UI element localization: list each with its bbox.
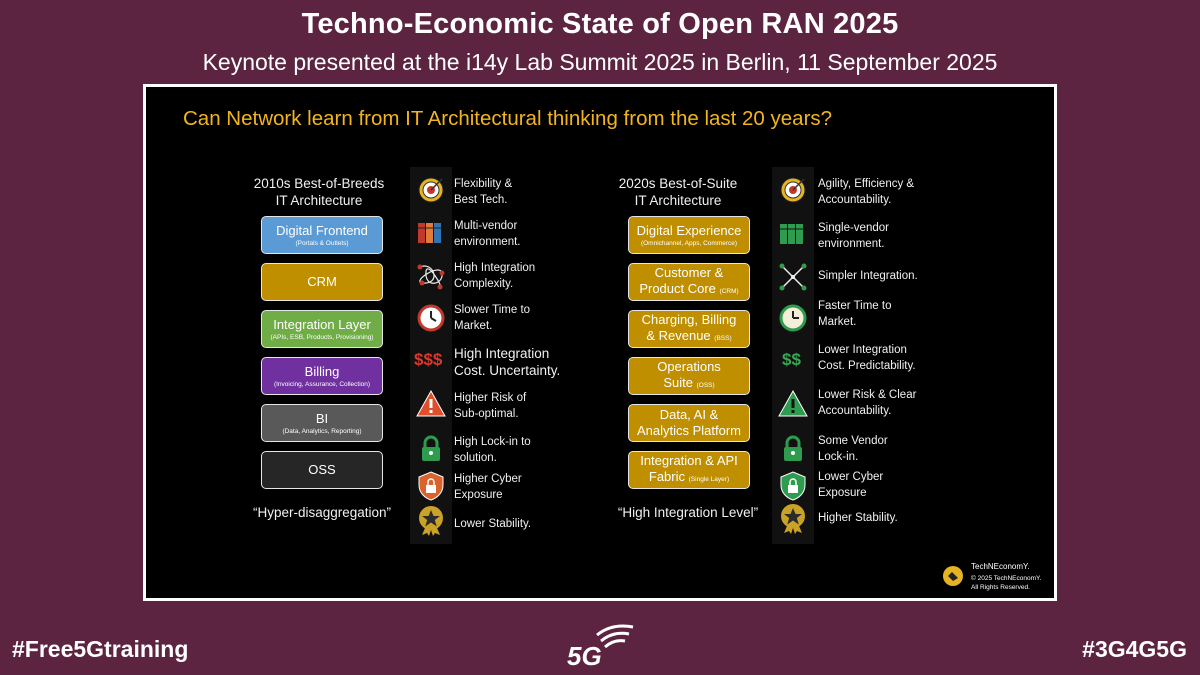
- box-title: Customer &: [654, 264, 724, 280]
- box-title-line2: Fabric (Single Layer): [648, 468, 730, 484]
- hashtag-3g4g5g: #3G4G5G: [1082, 636, 1187, 662]
- shield-lock-icon: [780, 471, 806, 501]
- box-subtitle: (APIs, ESB, Products, Provisioning): [270, 333, 374, 341]
- header-subtitle: Keynote presented at the i14y Lab Summit…: [202, 49, 998, 75]
- left-column-heading: 2010s Best-of-Breeds IT Architecture: [244, 175, 394, 209]
- hashtag-free5gtraining: #Free5Gtraining: [12, 636, 189, 662]
- 5g-logo-text: 5G: [567, 641, 602, 667]
- left-item-cyber: Higher Cyber Exposure: [454, 473, 522, 501]
- dollar-icon: $$$: [414, 350, 443, 369]
- books-icon: [418, 223, 441, 243]
- clock-icon: [417, 304, 445, 332]
- slide-question: Can Network learn from IT Architectural …: [183, 107, 833, 130]
- box-title-line2: Product Core (CRM): [639, 280, 739, 296]
- right-item-cyber: Lower Cyber Exposure: [818, 471, 884, 499]
- box-title: CRM: [307, 274, 337, 289]
- shield-lock-icon: [418, 471, 444, 501]
- box-title-line2: Analytics Platform: [636, 423, 742, 438]
- header-title: Techno-Economic State of Open RAN 2025: [301, 8, 899, 40]
- left-item-stability: Lower Stability.: [454, 518, 532, 530]
- left-item-integration-cost: High Integration Cost. Uncertainty.: [454, 346, 561, 378]
- box-title: Operations: [657, 358, 721, 374]
- left-heading-line2: IT Architecture: [275, 193, 363, 208]
- right-item-lockin: Some Vendor Lock-in.: [818, 435, 888, 463]
- logo-copyright: © 2025 TechNEconomY. All Rights Reserved…: [971, 575, 1042, 591]
- left-item-multivendor: Multi-vendor environment.: [454, 220, 521, 248]
- box-subtitle: (Data, Analytics, Reporting): [282, 427, 362, 435]
- box-crm: CRM: [261, 263, 383, 301]
- left-item-lockin: High Lock-in to solution.: [454, 436, 531, 464]
- box-subtitle: (Portals & Outlets): [295, 239, 349, 247]
- box-digital-experience: Digital Experience (Omnichannel, Apps, C…: [628, 216, 750, 254]
- technEconomy-mark-icon: [943, 566, 963, 586]
- right-quote: “High Integration Level”: [617, 505, 759, 520]
- box-integration-api-fabric: Integration & API Fabric (Single Layer): [628, 451, 750, 489]
- right-item-single-vendor: Single-vendor environment.: [818, 222, 889, 250]
- box-title: Billing: [304, 363, 340, 379]
- box-billing: Billing (Invoicing, Assurance, Collectio…: [261, 357, 383, 395]
- warning-icon: [416, 389, 446, 417]
- box-bi: BI (Data, Analytics, Reporting): [261, 404, 383, 442]
- box-integration-layer: Integration Layer (APIs, ESB, Products, …: [261, 310, 383, 348]
- target-icon: [780, 177, 806, 203]
- books-icon: [780, 224, 803, 244]
- box-title: Integration Layer: [273, 316, 371, 332]
- box-title: Digital Experience: [636, 222, 742, 238]
- right-heading-line2: IT Architecture: [634, 193, 722, 208]
- left-quote: “Hyper-disaggregation”: [252, 505, 392, 520]
- right-item-stability: Higher Stability.: [818, 512, 898, 524]
- 5g-logo-icon: 5G: [567, 624, 634, 667]
- right-item-simpler-integration: Simpler Integration.: [818, 270, 918, 282]
- right-column-heading: 2020s Best-of-Suite IT Architecture: [603, 175, 753, 209]
- tangled-network-icon: [417, 264, 445, 290]
- box-title: OSS: [308, 462, 336, 477]
- box-title: BI: [315, 410, 329, 426]
- box-operations-suite: Operations Suite (OSS): [628, 357, 750, 395]
- lock-icon: [422, 435, 440, 461]
- warning-icon: [778, 389, 808, 417]
- logo-brand: TechNEconomY.: [971, 562, 1030, 571]
- box-digital-frontend: Digital Frontend (Portals & Outlets): [261, 216, 383, 254]
- box-title: Data, AI &: [659, 407, 719, 422]
- box-charging-billing: Charging, Billing & Revenue (BSS): [628, 310, 750, 348]
- box-title-line2: & Revenue (BSS): [646, 327, 732, 343]
- left-item-integration-complexity: High Integration Complexity.: [454, 262, 536, 290]
- simple-network-icon: [779, 263, 807, 291]
- star-badge-icon: [781, 504, 805, 534]
- left-item-flexibility: Flexibility & Best Tech.: [454, 178, 513, 206]
- lock-icon: [784, 435, 802, 461]
- right-item-risk: Lower Risk & Clear Accountability.: [818, 389, 917, 417]
- box-customer-product-core: Customer & Product Core (CRM): [628, 263, 750, 301]
- box-title: Integration & API: [640, 452, 738, 468]
- box-title: Digital Frontend: [276, 222, 368, 238]
- right-item-time-to-market: Faster Time to Market.: [818, 300, 892, 328]
- target-icon: [418, 177, 444, 203]
- left-item-risk: Higher Risk of Sub-optimal.: [454, 392, 527, 420]
- star-badge-icon: [419, 506, 443, 536]
- clock-icon: [779, 304, 807, 332]
- box-subtitle: (Invoicing, Assurance, Collection): [273, 380, 371, 388]
- dollar-icon: $$: [782, 350, 801, 369]
- box-oss: OSS: [261, 451, 383, 489]
- left-item-time-to-market: Slower Time to Market.: [454, 304, 531, 332]
- left-heading-line1: 2010s Best-of-Breeds: [253, 176, 385, 191]
- right-item-agility: Agility, Efficiency & Accountability.: [818, 178, 915, 206]
- slide-panel: Can Network learn from IT Architectural …: [143, 84, 1057, 601]
- right-item-integration-cost: Lower Integration Cost. Predictability.: [818, 344, 916, 372]
- box-title-line2: Suite (OSS): [663, 374, 715, 390]
- right-heading-line1: 2020s Best-of-Suite: [618, 176, 738, 191]
- box-title: Charging, Billing: [641, 311, 737, 327]
- box-data-ai-analytics: Data, AI & Analytics Platform: [628, 404, 750, 442]
- box-subtitle: (Omnichannel, Apps, Commerce): [640, 239, 738, 247]
